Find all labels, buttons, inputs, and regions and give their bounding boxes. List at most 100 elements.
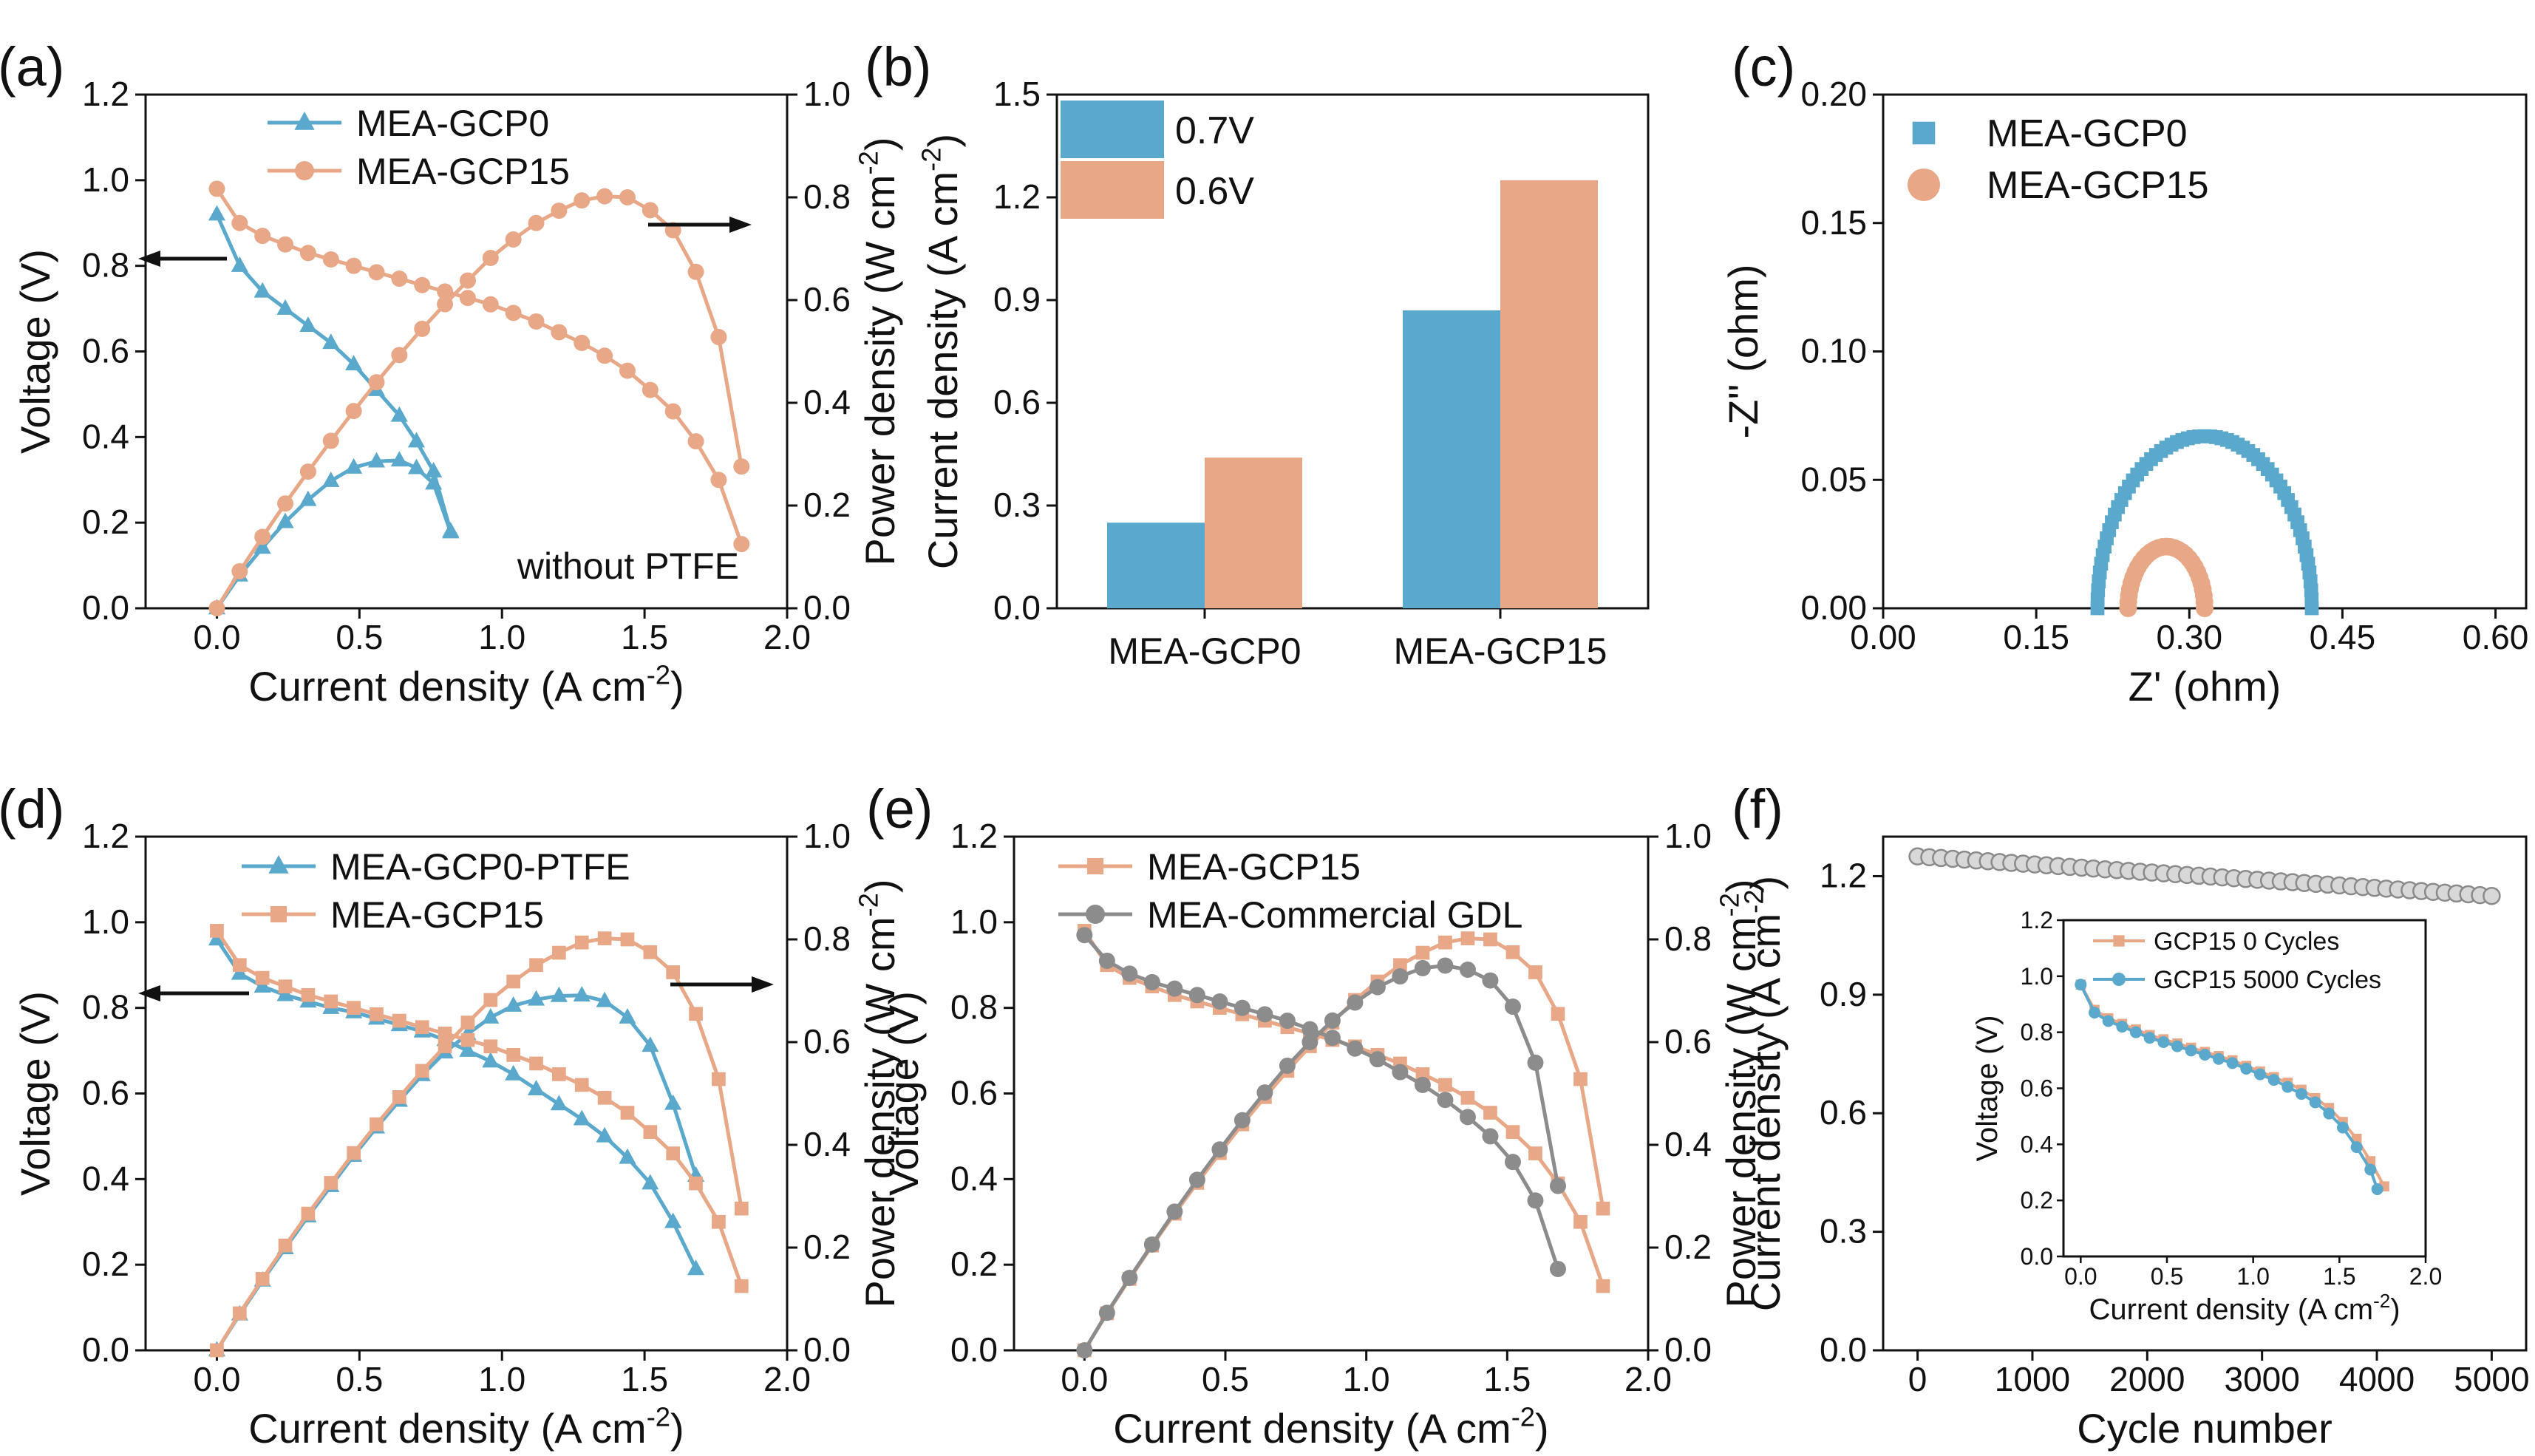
x-axis-xtick-label: 1.5	[621, 618, 668, 656]
data-point	[345, 457, 363, 474]
data-point	[1392, 968, 1409, 985]
data-point	[712, 1072, 726, 1086]
x-axis-title: Current density (A cm-2)	[1113, 1402, 1548, 1452]
legend-marker	[294, 112, 315, 130]
data-point	[505, 305, 522, 322]
legend-label: MEA-GCP0	[356, 103, 549, 144]
data-point	[1437, 957, 1454, 974]
data-point	[1483, 1106, 1497, 1120]
legend-label: 0.7V	[1175, 109, 1254, 152]
y-axis-title: -Z'' (ohm)	[1720, 264, 1766, 438]
data-point	[550, 986, 568, 1002]
inset-data-point	[2296, 1088, 2307, 1100]
legend-marker	[1086, 905, 1105, 924]
data-point	[1347, 994, 1364, 1011]
data-point	[1143, 973, 1160, 990]
x-axis-xtick-label: 0.5	[336, 1360, 383, 1398]
panel-label: (f)	[1732, 778, 1783, 840]
y-axis-ytick-label: 0.8	[950, 988, 998, 1027]
y-axis-ytick-label: 0.4	[82, 1159, 129, 1197]
inset-data-point	[2323, 1107, 2335, 1120]
inset-ytick-label: 0.2	[2021, 1187, 2053, 1214]
data-point	[1211, 1141, 1228, 1158]
series-cycle	[1908, 847, 2501, 905]
y2-axis-title-superscript: -2	[854, 151, 884, 174]
data-point	[1505, 945, 1520, 959]
y2-axis-y2tick-label: 0.0	[803, 588, 851, 627]
y-axis-title: Voltage (V)	[12, 249, 58, 454]
data-point	[392, 1090, 406, 1104]
data-point	[1098, 1304, 1115, 1321]
data-point	[438, 1039, 452, 1053]
data-point	[208, 205, 225, 221]
data-point	[231, 256, 248, 272]
data-point	[1076, 927, 1093, 944]
data-point	[254, 528, 271, 545]
y-axis-title-close: )	[1742, 876, 1789, 890]
legend-label: MEA-GCP15	[356, 151, 570, 192]
y2-axis-y2tick-label: 0.4	[803, 1125, 851, 1163]
legend-marker	[1908, 169, 1940, 201]
data-point	[687, 1259, 705, 1276]
x-axis-title: Current density (A cm-2)	[248, 1402, 684, 1452]
y2-axis-y2tick-label: 1.0	[1664, 817, 1712, 855]
data-point	[210, 924, 224, 938]
data-point	[1527, 1054, 1544, 1071]
data-point	[642, 381, 659, 398]
y-axis-ytick-label: 0.2	[950, 1245, 998, 1283]
data-point	[425, 474, 443, 490]
y-axis-ytick-label: 0.0	[1820, 1330, 1867, 1369]
data-point	[597, 931, 612, 945]
data-point	[415, 1064, 429, 1078]
data-point	[596, 347, 613, 364]
series-1	[208, 986, 705, 1357]
data-point	[597, 1090, 612, 1105]
y2-axis-title-text: Power density (W cm	[1718, 917, 1764, 1308]
data-point	[1573, 1072, 1588, 1086]
data-point	[1369, 1051, 1386, 1068]
inset-x-axis-title-superscript: -2	[2373, 1290, 2390, 1312]
x-axis-xtick-label: 5000	[2454, 1360, 2529, 1398]
inset-data-point	[2185, 1044, 2197, 1057]
data-point	[1324, 1030, 1341, 1047]
y2-axis-title-superscript: -2	[1715, 893, 1745, 916]
inset-legend-label: GCP15 5000 Cycles	[2154, 966, 2381, 994]
y2-axis-y2tick-label: 0.6	[803, 1022, 851, 1061]
inset-ytick-label: 0.6	[2021, 1075, 2053, 1102]
x-axis-title-text: Current density (A cm	[1113, 1405, 1511, 1452]
data-point	[391, 271, 408, 288]
inset-data-point	[2240, 1062, 2253, 1075]
inset-ytick-label: 1.2	[2021, 907, 2053, 933]
y-axis-ytick-label: 1.2	[1820, 856, 1867, 894]
data-point	[1551, 1007, 1565, 1021]
inset-xtick-label: 0.0	[2064, 1263, 2097, 1290]
data-point	[1076, 1342, 1093, 1358]
data-point	[1256, 1006, 1273, 1023]
x-axis-title: Z' (ohm)	[2129, 663, 2282, 710]
inset-data-point	[2157, 1035, 2170, 1048]
y-axis-title: Current density (A cm-2)	[916, 134, 966, 569]
y2-axis-title-close: )	[857, 879, 903, 893]
x-axis-xtick-label: 0.15	[2003, 618, 2069, 656]
data-point	[345, 257, 362, 274]
data-point	[1188, 1171, 1205, 1188]
data-point	[1188, 987, 1205, 1004]
data-point	[1098, 952, 1115, 969]
x-axis-xtick-label: 0.0	[193, 618, 240, 656]
data-point	[1415, 945, 1430, 960]
data-point	[1301, 1034, 1318, 1050]
series-line	[1083, 963, 1560, 1352]
data-point	[437, 296, 454, 313]
y-axis-ytick-label: 1.2	[82, 817, 129, 855]
y-axis-ytick-label: 0.10	[1800, 332, 1867, 370]
y-axis-ytick-label: 0.15	[1800, 203, 1867, 242]
y-axis-ytick-label: 0.6	[950, 1074, 998, 1112]
data-point	[733, 458, 750, 475]
y2-axis-title: Power density (W cm-2)	[854, 879, 903, 1307]
inset-legend-marker	[2113, 935, 2125, 947]
data-point	[1301, 1021, 1318, 1038]
data-point	[460, 1033, 475, 1047]
y-axis-title-superscript: -2	[916, 147, 947, 171]
data-point	[1438, 1078, 1452, 1092]
series-2	[208, 180, 750, 553]
